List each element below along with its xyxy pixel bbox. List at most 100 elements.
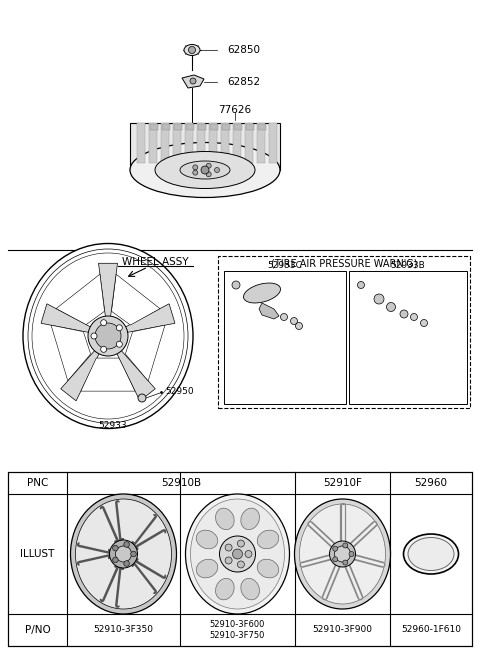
Ellipse shape — [71, 494, 177, 614]
Circle shape — [410, 314, 418, 321]
Bar — [149, 123, 157, 163]
Polygon shape — [79, 508, 116, 551]
Ellipse shape — [295, 499, 391, 609]
Circle shape — [343, 543, 348, 548]
Bar — [246, 124, 254, 130]
Ellipse shape — [216, 579, 234, 600]
Bar — [161, 123, 169, 163]
Circle shape — [374, 294, 384, 304]
Text: KIA: KIA — [422, 549, 440, 559]
Bar — [209, 123, 217, 163]
Circle shape — [189, 47, 195, 54]
Circle shape — [238, 540, 244, 547]
Bar — [150, 124, 158, 130]
Text: 52933E: 52933E — [357, 270, 389, 279]
Ellipse shape — [28, 249, 188, 423]
Ellipse shape — [130, 142, 280, 197]
Ellipse shape — [404, 534, 458, 574]
Text: ILLUST: ILLUST — [20, 549, 55, 559]
Polygon shape — [130, 123, 280, 170]
Text: 52910-3F600
52910-3F750: 52910-3F600 52910-3F750 — [210, 621, 265, 640]
Ellipse shape — [155, 152, 255, 188]
FancyBboxPatch shape — [218, 256, 470, 408]
Polygon shape — [182, 75, 204, 88]
Bar — [224, 271, 346, 404]
Text: 52910F: 52910F — [323, 478, 362, 488]
Polygon shape — [61, 350, 99, 401]
Text: 77626: 77626 — [218, 105, 252, 115]
Circle shape — [232, 549, 242, 559]
Circle shape — [206, 163, 211, 168]
Text: 52960: 52960 — [415, 478, 447, 488]
Ellipse shape — [180, 161, 230, 179]
Text: P/NO: P/NO — [24, 625, 50, 635]
Circle shape — [201, 166, 209, 174]
Circle shape — [116, 341, 122, 347]
Polygon shape — [259, 303, 279, 319]
Text: 52933E: 52933E — [232, 270, 264, 279]
Circle shape — [349, 552, 354, 556]
Circle shape — [225, 544, 232, 551]
Ellipse shape — [196, 530, 218, 549]
Text: 52950: 52950 — [166, 388, 194, 396]
Bar — [185, 123, 193, 163]
Ellipse shape — [196, 559, 218, 578]
Text: 52933B: 52933B — [391, 262, 425, 270]
Bar — [173, 123, 181, 163]
Bar — [174, 124, 182, 130]
Circle shape — [333, 557, 338, 562]
Circle shape — [88, 316, 128, 356]
Text: 52933D: 52933D — [367, 279, 400, 287]
Circle shape — [225, 557, 232, 564]
Text: 52933D: 52933D — [274, 279, 307, 287]
Circle shape — [333, 546, 338, 551]
Bar — [269, 123, 277, 163]
Circle shape — [420, 319, 428, 327]
Circle shape — [290, 318, 298, 325]
Bar — [233, 123, 241, 163]
Ellipse shape — [257, 530, 279, 549]
Text: 52934: 52934 — [395, 386, 421, 394]
Ellipse shape — [408, 537, 454, 571]
Polygon shape — [41, 304, 92, 333]
Bar — [8, 472, 472, 646]
Circle shape — [193, 170, 198, 175]
Circle shape — [131, 551, 136, 557]
Text: 52910-3F350: 52910-3F350 — [94, 626, 154, 634]
Bar — [137, 123, 145, 163]
Circle shape — [296, 323, 302, 329]
Ellipse shape — [300, 504, 385, 604]
Bar — [234, 124, 242, 130]
Circle shape — [109, 540, 137, 568]
Text: 52934: 52934 — [272, 386, 298, 394]
Polygon shape — [98, 263, 118, 318]
Circle shape — [116, 546, 132, 562]
Ellipse shape — [191, 499, 285, 609]
Bar — [222, 124, 230, 130]
Circle shape — [113, 545, 118, 551]
Bar — [257, 123, 265, 163]
Circle shape — [116, 325, 122, 331]
Polygon shape — [81, 358, 135, 391]
Ellipse shape — [184, 45, 200, 56]
Text: 52933C: 52933C — [267, 262, 302, 270]
Ellipse shape — [241, 579, 260, 600]
Ellipse shape — [75, 499, 171, 609]
Circle shape — [190, 78, 196, 84]
Polygon shape — [118, 565, 155, 606]
Circle shape — [124, 542, 130, 547]
Circle shape — [193, 165, 198, 170]
Circle shape — [206, 172, 211, 176]
Bar — [162, 124, 170, 130]
Circle shape — [335, 546, 350, 562]
Circle shape — [358, 281, 364, 289]
Text: 52910-3F900: 52910-3F900 — [312, 626, 372, 634]
Circle shape — [280, 314, 288, 321]
Polygon shape — [118, 502, 155, 543]
Bar — [258, 124, 266, 130]
Text: 24537: 24537 — [406, 306, 432, 316]
Bar — [221, 123, 229, 163]
Circle shape — [91, 333, 97, 339]
Text: 62852: 62852 — [228, 77, 261, 87]
Text: 52960-1F610: 52960-1F610 — [401, 626, 461, 634]
